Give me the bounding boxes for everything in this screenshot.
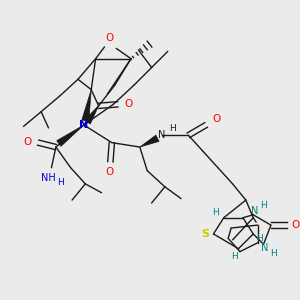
Text: N: N xyxy=(261,243,269,253)
Polygon shape xyxy=(140,135,159,147)
Text: H: H xyxy=(212,208,219,217)
Text: N: N xyxy=(251,206,258,216)
Text: N: N xyxy=(79,120,88,130)
Text: O: O xyxy=(106,167,114,177)
Text: H: H xyxy=(256,234,263,243)
Text: O: O xyxy=(291,220,299,230)
Text: O: O xyxy=(124,99,132,109)
Text: NH: NH xyxy=(41,173,56,183)
Text: H: H xyxy=(57,178,64,187)
Text: S: S xyxy=(201,229,209,239)
Polygon shape xyxy=(85,106,99,124)
Text: H: H xyxy=(231,251,238,260)
Text: O: O xyxy=(24,137,32,147)
Polygon shape xyxy=(57,125,84,146)
Text: N: N xyxy=(158,130,166,140)
Text: O: O xyxy=(212,114,220,124)
Text: O: O xyxy=(106,33,114,43)
Text: H: H xyxy=(260,201,267,210)
Polygon shape xyxy=(82,90,91,121)
Text: H: H xyxy=(169,124,175,133)
Text: H: H xyxy=(271,249,277,258)
